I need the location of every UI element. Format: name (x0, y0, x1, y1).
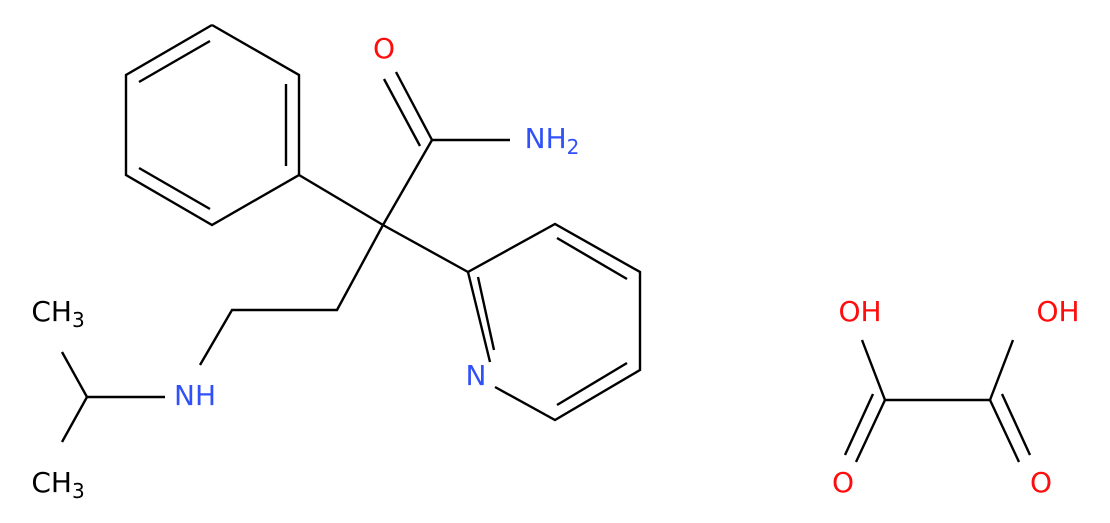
bond (381, 139, 434, 226)
bond (860, 339, 887, 401)
double-bond (1000, 393, 1032, 456)
atom-subscript: 3 (72, 308, 85, 332)
atom-label: NH2 (525, 122, 580, 159)
double-bond (394, 71, 434, 141)
atom-label: CH3 (31, 466, 84, 503)
bond (60, 351, 89, 398)
double-bond (556, 236, 628, 281)
bond (298, 173, 384, 227)
atom-text: CH (31, 466, 72, 499)
double-bond (988, 399, 1021, 463)
atom-text: CH (31, 295, 72, 328)
bond (382, 223, 469, 274)
atom-label: CH3 (31, 295, 84, 332)
double-bond (854, 399, 887, 463)
double-bond (138, 39, 211, 84)
atom-subscript: 3 (72, 479, 85, 503)
atom-label: O (1030, 466, 1052, 499)
atom-label: O (373, 32, 395, 65)
bonds (60, 23, 1032, 463)
double-bond (476, 276, 496, 351)
atom-text: NH (525, 122, 567, 155)
atom-labels: O NH2 N NH CH3 CH3 OH OH O O (31, 32, 1079, 503)
atom-subscript: 2 (567, 135, 580, 159)
atom-label: NH (174, 379, 216, 412)
double-bond (556, 361, 628, 407)
pyridine-ring (466, 222, 642, 422)
phenyl-ring (124, 23, 301, 227)
double-bond (843, 393, 875, 456)
bond (988, 339, 1015, 401)
double-bond (382, 78, 422, 147)
chain (198, 224, 385, 366)
double-bond (138, 166, 211, 211)
atom-label: OH (1036, 295, 1079, 328)
bond (60, 396, 89, 443)
atom-label: O (832, 466, 854, 499)
atom-label: OH (838, 295, 881, 328)
atom-label: N (466, 359, 487, 392)
